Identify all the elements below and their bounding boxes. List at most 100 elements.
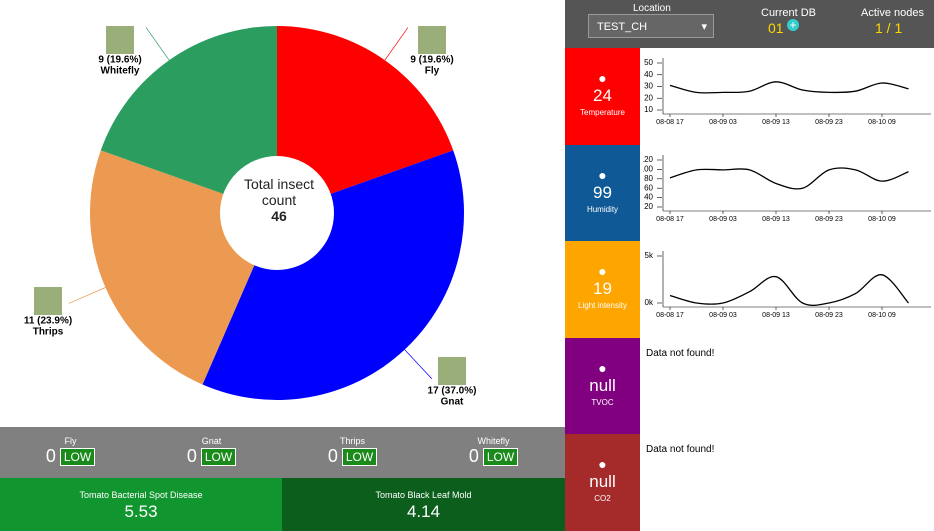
x-tick-label: 08-08 17 (656, 215, 684, 222)
x-tick-label: 08-09 13 (762, 312, 790, 319)
callout-line (404, 349, 433, 380)
y-tick-label: 60 (644, 183, 653, 192)
slice-label: 17 (37.0%) (428, 386, 477, 397)
x-tick-label: 08-09 03 (709, 215, 737, 222)
line-chart: 10 20 30 40 50 08-08 17 08-09 03 08-09 13 08-09 … (644, 58, 931, 126)
sensor-name: Temperature (580, 108, 625, 117)
risk-item: Whitefly 0 LOW (423, 427, 564, 467)
y-tick-label: 40 (644, 70, 653, 79)
disease-value: 4.14 (406, 502, 441, 521)
sensor-value: 19 (593, 279, 612, 299)
y-tick-label: 30 (644, 82, 653, 91)
pie-slice (100, 26, 277, 213)
no-data: Data not found! (646, 347, 715, 359)
pie-center: Total insect count 46 (240, 176, 318, 224)
line-chart: 20406080100120 08-08 17 08-09 03 08-09 13 08… (643, 154, 931, 222)
sensor-value: 24 (593, 86, 612, 105)
sensor-line (669, 166, 909, 190)
risk-item: Thrips 0 LOW (282, 427, 423, 467)
x-tick-label: 08-08 17 (656, 119, 684, 126)
x-tick-label: 08-09 23 (815, 215, 843, 222)
sensor-name: Humidity (586, 204, 619, 214)
sensor-tile: ● null CO2 (565, 434, 640, 531)
slice-label: 9 (19.6%) (410, 55, 453, 66)
callout-line (145, 27, 170, 61)
x-tick-label: 08-08 17 (656, 312, 684, 319)
x-tick-label: 08-10 09 (868, 312, 896, 319)
sensor-name: TVOC (591, 397, 614, 407)
slice-name: Fly (425, 66, 440, 77)
sensor-tile: ● 99 Humidity (565, 144, 640, 242)
center-text: Total insect count (243, 176, 315, 208)
sensor-value: 99 (593, 182, 612, 202)
risk-value: 0 (186, 446, 197, 466)
sensor-panel: ● 24 Temperature 10 20 30 40 50 08-08 17 08-09 03… (565, 48, 934, 531)
sensor-icon: ● (598, 166, 607, 183)
x-tick-label: 08-10 09 (868, 215, 896, 222)
sensor-line (669, 274, 909, 307)
disease-item: Tomato Black Leaf Mold 4.14 (282, 478, 565, 531)
sensor-icon: ● (598, 70, 607, 86)
x-tick-label: 08-09 03 (709, 312, 737, 319)
risk-row: 0 LOW (0, 446, 141, 467)
risk-name: Fly (64, 436, 77, 446)
line-chart: 0k 5k 08-08 17 08-09 03 08-09 13 08-09 23 08-1… (645, 251, 931, 319)
x-tick-label: 08-09 03 (709, 119, 737, 126)
sensor-value: null (589, 375, 616, 395)
sensor-tile: ● 19 Light intensity (565, 241, 640, 338)
risk-value: 0 (45, 446, 56, 466)
risk-value: 0 (468, 446, 479, 466)
y-tick-label: 5k (645, 251, 654, 260)
add-db[interactable]: + (787, 19, 799, 31)
x-tick-label: 08-09 23 (815, 119, 843, 126)
nodes-value: 1 / 1 (875, 20, 903, 36)
risk-row: 0 LOW (141, 446, 282, 467)
sensor-icon: ● (598, 263, 607, 280)
pie-slice (202, 150, 465, 401)
sensor-name: CO2 (594, 494, 611, 504)
pie-hole (220, 156, 334, 270)
dropdown-arrow: ▾ (701, 21, 707, 33)
disease-value: 5.53 (124, 502, 158, 521)
risk-value: 0 (327, 446, 338, 466)
location-select[interactable]: TEST_CH ▾ (588, 14, 714, 38)
x-tick-label: 08-09 13 (762, 119, 790, 126)
risk-level: LOW (341, 447, 378, 466)
slice-name: Gnat (441, 397, 464, 408)
slice-name: Thrips (33, 327, 64, 338)
risk-row: 0 LOW (282, 446, 423, 467)
insect-icon (418, 26, 446, 54)
risk-name: Whitefly (477, 436, 510, 446)
header: Location TEST_CH ▾ Current DB 01 + Active… (565, 0, 934, 48)
risk-level: LOW (59, 447, 96, 466)
slice-label: 11 (23.9%) (24, 316, 72, 327)
db-value: 01 (768, 20, 784, 36)
sensor-tile: ● null TVOC (565, 337, 640, 435)
x-tick-label: 08-09 23 (815, 312, 843, 319)
disease-item: Tomato Bacterial Spot Disease 5.53 (0, 478, 282, 531)
risk-name: Thrips (339, 436, 365, 446)
location-label: Location (633, 3, 671, 14)
y-tick-label: 20 (644, 93, 653, 102)
x-tick-label: 08-10 09 (868, 119, 896, 126)
risk-bar: Fly 0 LOW Gnat 0 LOW Thrips 0 LOW Whitefly 0 LOW (0, 427, 565, 478)
slice-label: 9 (19.6%) (98, 55, 141, 66)
sensor-value: null (589, 472, 616, 492)
db-label: Current DB (761, 7, 817, 19)
y-tick-label: 80 (644, 174, 653, 183)
sensor-tile: ● 24 Temperature (565, 48, 640, 145)
disease-bar: Tomato Bacterial Spot Disease 5.53 Tomato … (0, 478, 565, 531)
y-tick-label: 50 (644, 58, 653, 67)
y-tick-label: 40 (644, 192, 653, 201)
disease-name: Tomato Black Leaf Mold (375, 490, 472, 500)
no-data: Data not found! (646, 444, 715, 456)
risk-level: LOW (200, 447, 237, 466)
y-tick-label: 0k (645, 298, 654, 307)
y-tick-label: 100 (643, 164, 654, 173)
insect-icon (438, 357, 466, 385)
risk-row: 0 LOW (423, 446, 564, 467)
insect-icon (106, 26, 134, 54)
risk-level: LOW (482, 447, 519, 466)
nodes-label: Active nodes (861, 7, 924, 19)
